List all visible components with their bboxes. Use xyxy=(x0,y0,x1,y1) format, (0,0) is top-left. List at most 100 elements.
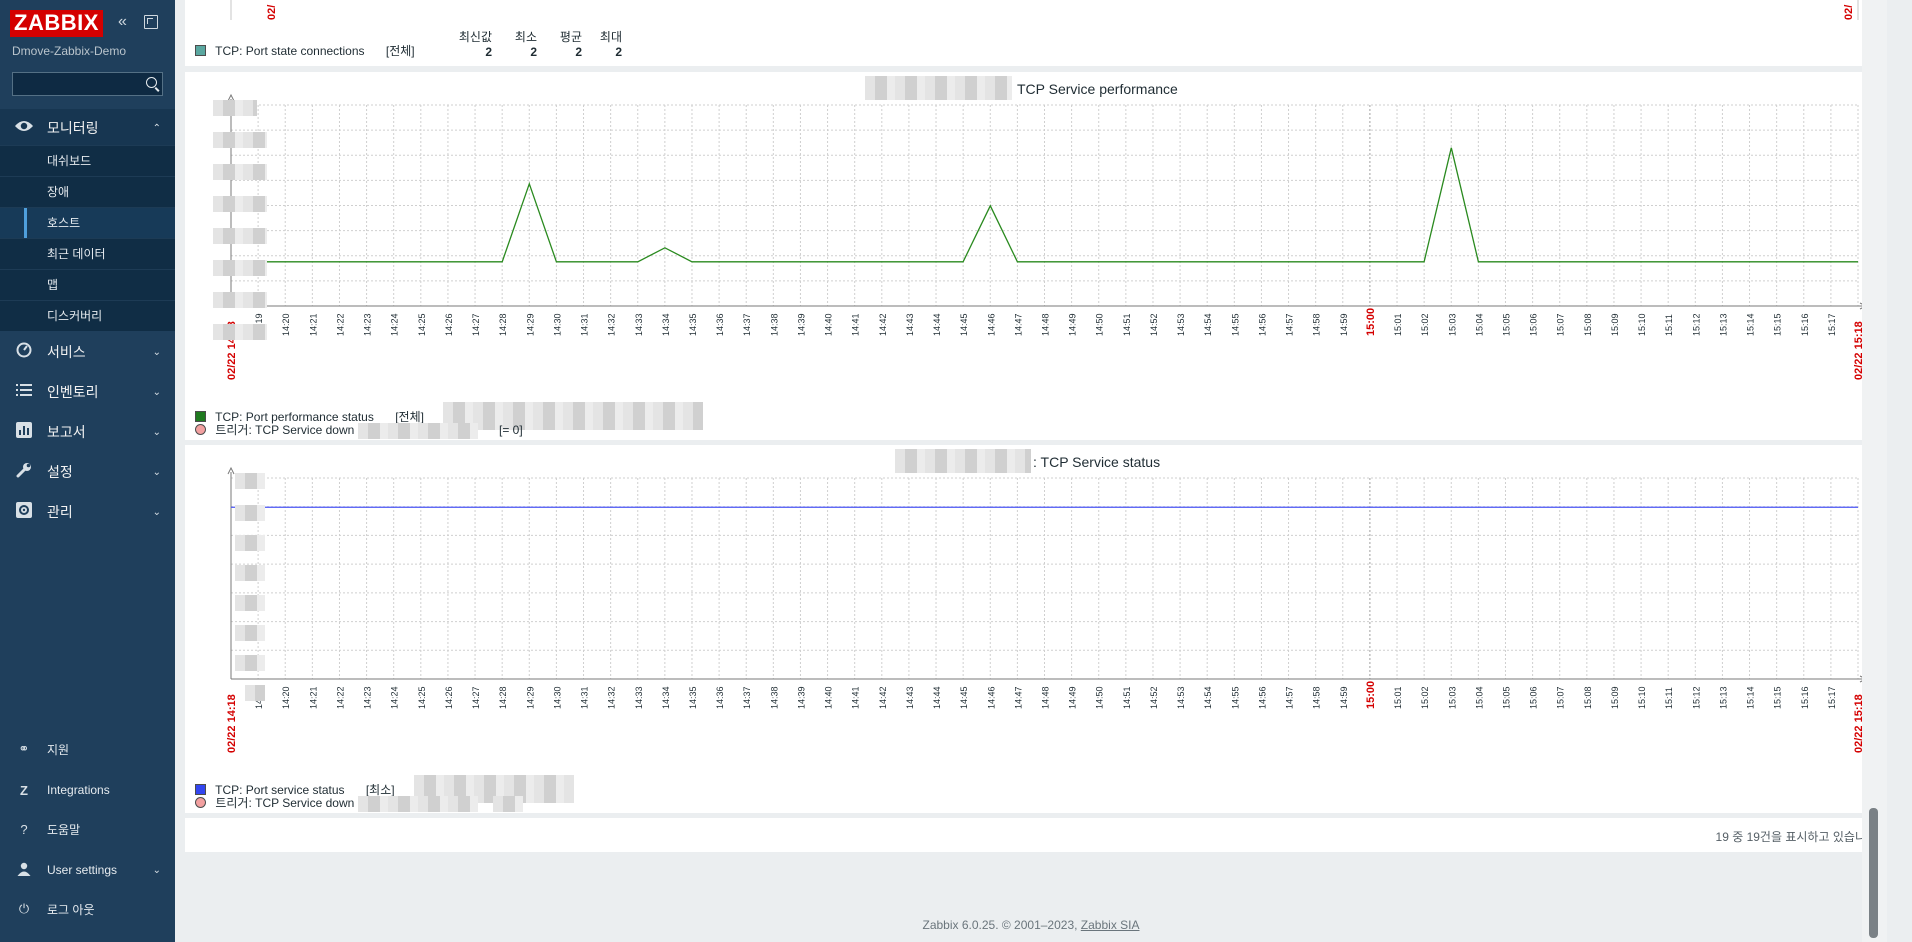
x-tick-label: 15:05 xyxy=(1501,686,1511,709)
wrench-icon xyxy=(14,462,34,482)
nav-settings-label: 설정 xyxy=(47,464,73,480)
x-tick-label: 14:26 xyxy=(444,686,454,709)
paging-panel: 19 중 19건을 표시하고 있습니다 xyxy=(185,818,1887,852)
submenu-item-maps[interactable]: 맵 xyxy=(0,269,175,300)
nav-inventory[interactable]: 인벤토리 ⌄ xyxy=(0,373,175,411)
x-tick-label: 14:33 xyxy=(634,313,644,336)
x-tick-label: 14:57 xyxy=(1285,313,1295,336)
x-tick-label: 15:03 xyxy=(1447,313,1457,336)
copyright: Zabbix 6.0.25. © 2001–2023, Zabbix SIA xyxy=(175,918,1887,932)
nav-user-settings-label: User settings xyxy=(47,863,118,877)
x-tick-label: 14:30 xyxy=(552,686,562,709)
x-tick-label: 14:41 xyxy=(851,313,861,336)
nav-logout[interactable]: ⏻ 로그 아웃 xyxy=(0,894,175,924)
redacted-legend-stats xyxy=(443,402,704,430)
x-tick-label: 14:45 xyxy=(959,313,969,336)
x-tick-label: 14:53 xyxy=(1176,686,1186,709)
submenu-item-problems[interactable]: 장애 xyxy=(0,176,175,207)
x-tick-label: 15:02 xyxy=(1420,313,1430,336)
kiosk-mode-icon[interactable] xyxy=(144,15,158,29)
redacted-trigger-cond xyxy=(492,795,523,812)
submenu-item-dashboard[interactable]: 대쉬보드 xyxy=(0,145,175,176)
redacted-y-axis xyxy=(235,469,265,769)
legend-swatch xyxy=(195,411,206,422)
x-tick-label: 15:02 xyxy=(1420,686,1430,709)
nav-services[interactable]: 서비스 ⌄ xyxy=(0,333,175,371)
page-scrollbar[interactable] xyxy=(1862,0,1887,942)
x-tick-label: 14:45 xyxy=(959,686,969,709)
collapse-sidebar-icon[interactable]: « xyxy=(118,13,127,30)
zabbix-sia-link[interactable]: Zabbix SIA xyxy=(1080,918,1140,932)
x-tick-label: 14:29 xyxy=(525,686,535,709)
chevron-down-icon: ⌄ xyxy=(152,346,161,358)
x-tick-label: 15:14 xyxy=(1746,313,1756,336)
x-tick-label: 14:49 xyxy=(1068,686,1078,709)
nav-reports[interactable]: 보고서 ⌄ xyxy=(0,413,175,451)
x-tick-label: 14:27 xyxy=(471,313,481,336)
time-end-fragment: 02/ xyxy=(1843,5,1855,20)
trigger-swatch xyxy=(195,424,206,435)
legend-performance: TCP: Port performance status [전체] xyxy=(195,402,704,430)
result-count: 19 중 19건을 표시하고 있습니다 xyxy=(1715,830,1877,844)
nav-support[interactable]: ⚭ 지원 xyxy=(0,734,175,764)
submenu-item-latest-data[interactable]: 최근 데이터 xyxy=(0,238,175,269)
nav-help[interactable]: ? 도움말 xyxy=(0,814,175,844)
submenu-item-discovery[interactable]: 디스커버리 xyxy=(0,300,175,331)
nav-monitoring[interactable]: 모니터링 ⌃ xyxy=(0,109,175,147)
x-tick-label: 14:40 xyxy=(824,313,834,336)
x-tick-label: 14:51 xyxy=(1122,686,1132,709)
nav-integrations[interactable]: Z Integrations xyxy=(0,775,175,805)
x-tick-label: 14:42 xyxy=(878,686,888,709)
nav-administration[interactable]: 관리 ⌄ xyxy=(0,493,175,531)
stat-col-max: 최대 2 xyxy=(582,28,622,59)
integrations-icon: Z xyxy=(20,782,28,798)
legend-item-connections: TCP: Port state connections xyxy=(215,44,365,58)
x-tick-label: 14:34 xyxy=(661,313,671,336)
x-tick-label: 14:47 xyxy=(1013,313,1023,336)
x-tick-label: 14:20 xyxy=(281,313,291,336)
x-tick-label: 14:27 xyxy=(471,686,481,709)
x-tick-label: 15:16 xyxy=(1800,313,1810,336)
clock-icon xyxy=(14,342,34,362)
list-icon xyxy=(14,383,34,401)
x-tick-label: 14:25 xyxy=(417,313,427,336)
x-tick-label: 14:59 xyxy=(1339,686,1349,709)
x-tick-label: 14:35 xyxy=(688,686,698,709)
nav-settings[interactable]: 설정 ⌄ xyxy=(0,453,175,491)
x-tick-label: 15:09 xyxy=(1610,313,1620,336)
x-tick-label: 14:46 xyxy=(986,313,996,336)
stat-col-last: 최신값 2 xyxy=(442,28,492,59)
x-tick-label: 15:03 xyxy=(1447,686,1457,709)
x-tick-label: 15:00 xyxy=(1365,308,1377,336)
search-icon[interactable] xyxy=(146,77,157,88)
x-tick-label: 14:20 xyxy=(281,686,291,709)
nav-integrations-label: Integrations xyxy=(47,783,110,797)
x-tick-label: 14:34 xyxy=(661,686,671,709)
x-tick-label: 15:17 xyxy=(1827,313,1837,336)
x-tick-label: 14:23 xyxy=(363,313,373,336)
monitoring-submenu: 대쉬보드 장애 호스트 최근 데이터 맵 디스커버리 xyxy=(0,145,175,331)
zabbix-logo[interactable]: ZABBIX xyxy=(10,10,103,37)
server-name: Dmove-Zabbix-Demo xyxy=(12,44,127,58)
legend-func-connections: [전체] xyxy=(385,44,415,58)
x-tick-label: 14:21 xyxy=(308,313,318,336)
headset-icon: ⚭ xyxy=(18,741,30,756)
scrollbar-thumb[interactable] xyxy=(1869,808,1878,938)
x-tick-label: 14:48 xyxy=(1041,686,1051,709)
x-tick-label: 14:36 xyxy=(715,313,725,336)
stat-value-min: 2 xyxy=(530,45,537,59)
x-tick-label: 14:36 xyxy=(715,686,725,709)
redacted-host-name xyxy=(865,76,1012,100)
x-tick-label: 14:24 xyxy=(390,686,400,709)
submenu-item-hosts[interactable]: 호스트 xyxy=(0,207,175,238)
nav-user-settings[interactable]: User settings ⌄ xyxy=(0,855,175,885)
x-tick-label: 14:37 xyxy=(742,313,752,336)
search-input[interactable] xyxy=(13,73,143,95)
sidebar: ZABBIX « Dmove-Zabbix-Demo 모니터링 ⌃ 대쉬보드 장… xyxy=(0,0,175,942)
x-tick-label: 15:16 xyxy=(1800,686,1810,709)
redacted-host-name xyxy=(895,449,1031,473)
nav-reports-label: 보고서 xyxy=(47,424,86,440)
time-start-label: 02/22 14:18 xyxy=(226,694,238,753)
trigger-swatch xyxy=(195,797,206,808)
x-tick-label: 15:12 xyxy=(1691,686,1701,709)
